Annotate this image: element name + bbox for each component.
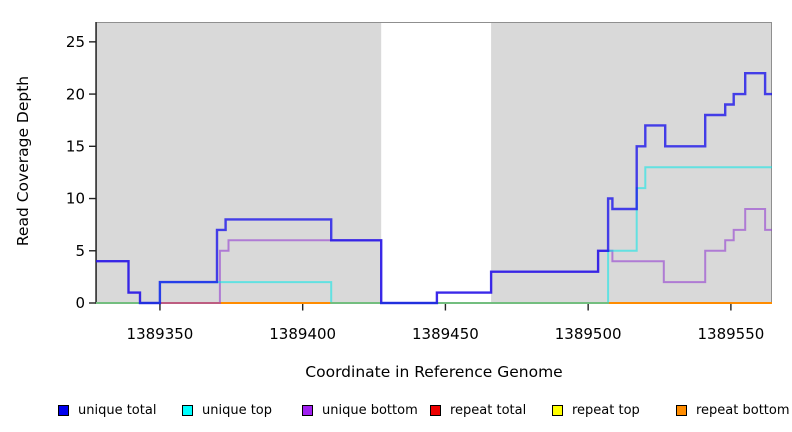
legend: unique total unique top unique bottom repea…	[0, 400, 792, 422]
legend-item-repeat-top: repeat top	[552, 400, 640, 420]
x-axis-title: Coordinate in Reference Genome	[305, 363, 563, 381]
x-tick-label: 1389400	[269, 325, 336, 343]
x-tick-label: 1389550	[697, 325, 764, 343]
legend-label: repeat total	[450, 402, 527, 418]
legend-item-unique-bottom: unique bottom	[302, 400, 418, 420]
legend-swatch	[58, 404, 69, 416]
legend-swatch	[182, 404, 193, 416]
y-tick-label: 5	[75, 242, 85, 260]
legend-swatch	[676, 404, 687, 416]
legend-label: unique bottom	[322, 402, 418, 418]
legend-item-unique-total: unique total	[58, 400, 156, 420]
masked-region	[381, 22, 492, 303]
legend-label: unique total	[78, 402, 157, 418]
y-axis-title: Read Coverage Depth	[14, 75, 32, 247]
legend-swatch	[552, 404, 563, 416]
x-tick-label: 1389500	[555, 325, 622, 343]
series-unique-total	[96, 72, 772, 305]
legend-item-repeat-total: repeat total	[430, 400, 526, 420]
legend-item-repeat-bottom: repeat bottom	[676, 400, 790, 420]
x-tick-label: 1389450	[412, 325, 479, 343]
legend-swatch	[302, 404, 313, 416]
y-tick-label: 25	[66, 33, 85, 51]
y-tick-label: 0	[75, 294, 85, 312]
legend-label: unique top	[202, 402, 273, 418]
legend-swatch	[430, 404, 441, 416]
y-tick-label: 20	[66, 85, 85, 103]
legend-item-unique-top: unique top	[182, 400, 272, 420]
y-tick-label: 10	[66, 190, 85, 208]
legend-label: repeat top	[572, 402, 640, 418]
x-tick-label: 1389350	[127, 325, 194, 343]
y-tick-label: 15	[66, 138, 85, 156]
legend-label: repeat bottom	[696, 402, 790, 418]
